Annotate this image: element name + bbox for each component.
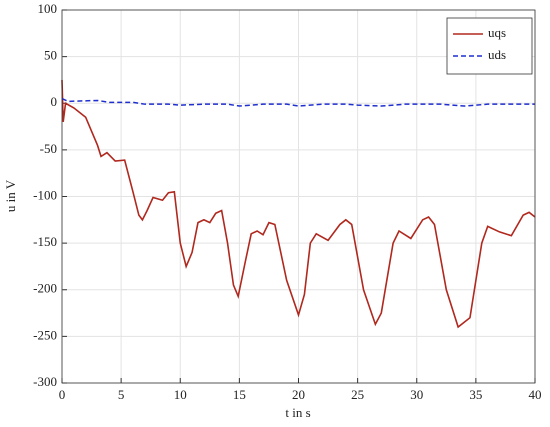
x-tick-label: 35	[469, 387, 482, 402]
legend-box	[446, 17, 533, 75]
x-tick-label: 30	[410, 387, 423, 402]
series-line	[61, 79, 536, 329]
x-tick-label: 10	[174, 387, 187, 402]
legend-label: uds	[488, 47, 506, 62]
y-tick-label: 50	[44, 48, 57, 63]
series-line	[61, 97, 535, 107]
y-axis-label: u in V	[3, 179, 18, 212]
y-tick-label: 0	[51, 94, 58, 109]
y-tick-label: -300	[33, 374, 57, 389]
y-tick-label: -200	[33, 281, 57, 296]
x-tick-label: 0	[59, 387, 66, 402]
x-tick-label: 20	[292, 387, 305, 402]
y-tick-label: -50	[40, 141, 57, 156]
x-tick-label: 5	[118, 387, 125, 402]
x-tick-label: 40	[529, 387, 542, 402]
y-tick-label: -100	[33, 187, 57, 202]
y-tick-label: 100	[38, 1, 58, 16]
x-axis-label: t in s	[285, 405, 310, 420]
plot-frame	[61, 9, 536, 384]
x-tick-label: 15	[233, 387, 246, 402]
x-tick-label: 25	[351, 387, 364, 402]
y-tick-label: -150	[33, 234, 57, 249]
legend-label: uqs	[488, 25, 506, 40]
y-tick-label: -250	[33, 327, 57, 342]
